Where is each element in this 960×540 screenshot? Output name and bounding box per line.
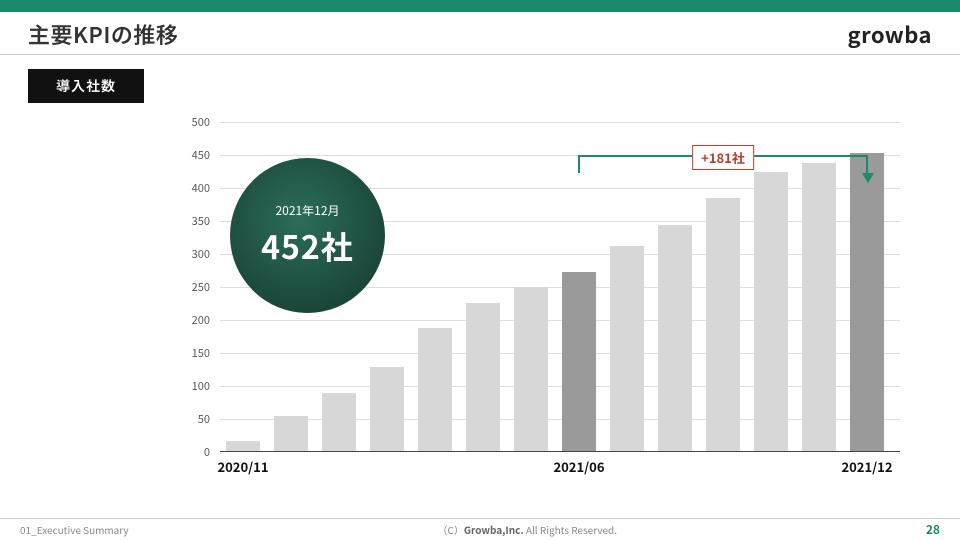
gridline — [220, 386, 900, 387]
gridline — [220, 353, 900, 354]
page-title: 主要KPIの推移 — [28, 18, 178, 50]
bar — [322, 393, 356, 451]
footer-left: 01_Executive Summary — [20, 522, 129, 537]
footer: 01_Executive Summary （C）Growba,Inc. All … — [0, 518, 960, 540]
y-tick-label: 400 — [180, 180, 210, 196]
bar — [514, 287, 548, 451]
top-accent-bar — [0, 0, 960, 12]
y-tick-label: 300 — [180, 246, 210, 262]
bar — [274, 416, 308, 451]
delta-badge: +181社 — [692, 145, 754, 170]
bar — [226, 441, 260, 451]
x-tick-label: 2020/11 — [217, 457, 268, 476]
x-tick-label: 2021/06 — [553, 457, 604, 476]
y-tick-label: 250 — [180, 279, 210, 295]
footer-page-number: 28 — [926, 521, 940, 538]
bar — [754, 172, 788, 451]
header: 主要KPIの推移 growba — [0, 12, 960, 55]
footer-center: （C）Growba,Inc. All Rights Reserved. — [129, 522, 926, 537]
callout-circle: 2021年12月 452社 — [230, 158, 385, 313]
y-tick-label: 0 — [180, 444, 210, 460]
bar — [802, 163, 836, 451]
brand-logo: growba — [847, 18, 932, 50]
bar — [610, 246, 644, 451]
y-tick-label: 100 — [180, 378, 210, 394]
y-tick-label: 200 — [180, 312, 210, 328]
gridline — [220, 122, 900, 123]
bar — [850, 153, 884, 451]
bar — [562, 272, 596, 451]
x-tick-label: 2021/12 — [841, 457, 892, 476]
y-tick-label: 450 — [180, 147, 210, 163]
arrowhead-icon — [862, 173, 874, 183]
y-tick-label: 50 — [180, 411, 210, 427]
y-tick-label: 150 — [180, 345, 210, 361]
bar — [466, 303, 500, 452]
y-tick-label: 350 — [180, 213, 210, 229]
bar — [370, 367, 404, 451]
callout-value: 452社 — [261, 223, 354, 269]
bar — [658, 225, 692, 451]
y-tick-label: 500 — [180, 114, 210, 130]
gridline — [220, 320, 900, 321]
bar — [706, 198, 740, 451]
callout-subtitle: 2021年12月 — [276, 202, 340, 219]
section-badge: 導入社数 — [28, 69, 144, 103]
bar — [418, 328, 452, 451]
